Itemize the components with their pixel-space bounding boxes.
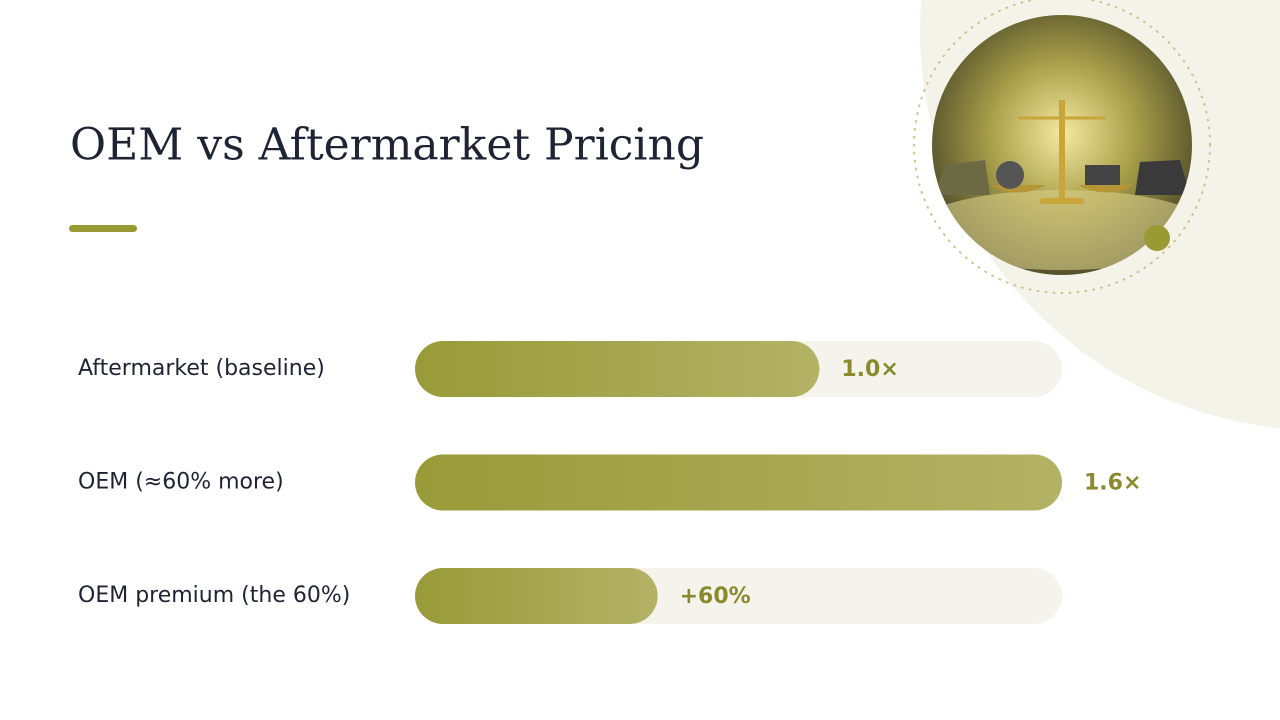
value-label: +60% [680,584,751,609]
bar [415,341,820,397]
chart-title: OEM vs Aftermarket Pricing [70,120,704,171]
category-label: OEM premium (the 60%) [78,583,350,608]
value-label: 1.6× [1084,471,1141,496]
dotted-ring [913,0,1211,294]
title-underline [69,225,137,232]
value-label: 1.0× [841,357,898,382]
bar [415,568,658,624]
accent-dot [1144,225,1170,251]
category-label: OEM (≈60% more) [78,470,284,495]
bar [415,454,1062,511]
category-label: Aftermarket (baseline) [78,356,325,381]
